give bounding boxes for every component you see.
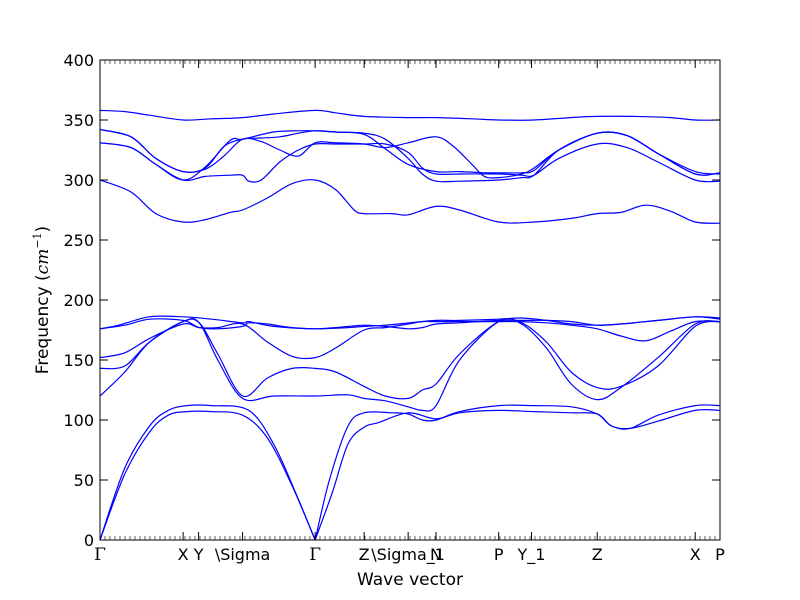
x-tick-label: X bbox=[178, 545, 189, 564]
branch-line-14 bbox=[99, 129, 721, 176]
x-tick-label: \Sigma_1 bbox=[371, 545, 445, 565]
branch-line-6 bbox=[99, 318, 721, 400]
y-tick-label: 0 bbox=[84, 531, 94, 550]
x-axis-label: Wave vector bbox=[357, 570, 463, 590]
x-tick-label: \Sigma bbox=[215, 545, 271, 564]
branch-line-9 bbox=[99, 315, 721, 330]
x-tick-label: Z bbox=[592, 545, 603, 564]
branch-line-10 bbox=[99, 179, 721, 224]
branch-line-5 bbox=[99, 317, 721, 412]
branch-line-4 bbox=[314, 404, 721, 541]
y-tick-label: 250 bbox=[63, 231, 94, 250]
x-tick-label: Z bbox=[359, 545, 370, 564]
y-tick-label: 400 bbox=[63, 51, 94, 70]
x-tick-label: P bbox=[494, 545, 504, 564]
x-tick-label: Γ bbox=[94, 545, 106, 565]
x-axis: Γ X Y \Sigma Γ Z \Sigma_1N P Y_1 Z X P bbox=[94, 60, 725, 565]
minor-ticks bbox=[99, 60, 721, 540]
x-tick-label: Y bbox=[193, 545, 204, 564]
branch-line-11 bbox=[99, 142, 721, 183]
branch-line-7 bbox=[99, 320, 721, 360]
x-tick-label: X bbox=[690, 545, 701, 564]
plot-frame bbox=[99, 59, 721, 541]
y-axis: 0 50 100 150 200 250 300 350 400 bbox=[63, 51, 720, 550]
y-axis-label: Frequency (cm−1) bbox=[31, 226, 53, 374]
phonon-curves bbox=[99, 109, 721, 541]
y-tick-label: 50 bbox=[74, 471, 94, 490]
branch-line-12 bbox=[99, 130, 721, 183]
branch-line-15 bbox=[99, 109, 721, 121]
x-tick-label: Γ bbox=[309, 545, 321, 565]
x-tick-label: N bbox=[430, 545, 442, 564]
branch-line-3 bbox=[314, 409, 721, 541]
x-tick-label: P bbox=[715, 545, 725, 564]
branch-line-8 bbox=[99, 316, 721, 330]
y-tick-label: 150 bbox=[63, 351, 94, 370]
y-tick-label: 350 bbox=[63, 111, 94, 130]
branch-line-1 bbox=[99, 404, 316, 541]
y-tick-label: 300 bbox=[63, 171, 94, 190]
y-tick-label: 200 bbox=[63, 291, 94, 310]
y-tick-label: 100 bbox=[63, 411, 94, 430]
x-tick-label: Y_1 bbox=[517, 545, 546, 565]
branch-line-2 bbox=[99, 410, 316, 541]
